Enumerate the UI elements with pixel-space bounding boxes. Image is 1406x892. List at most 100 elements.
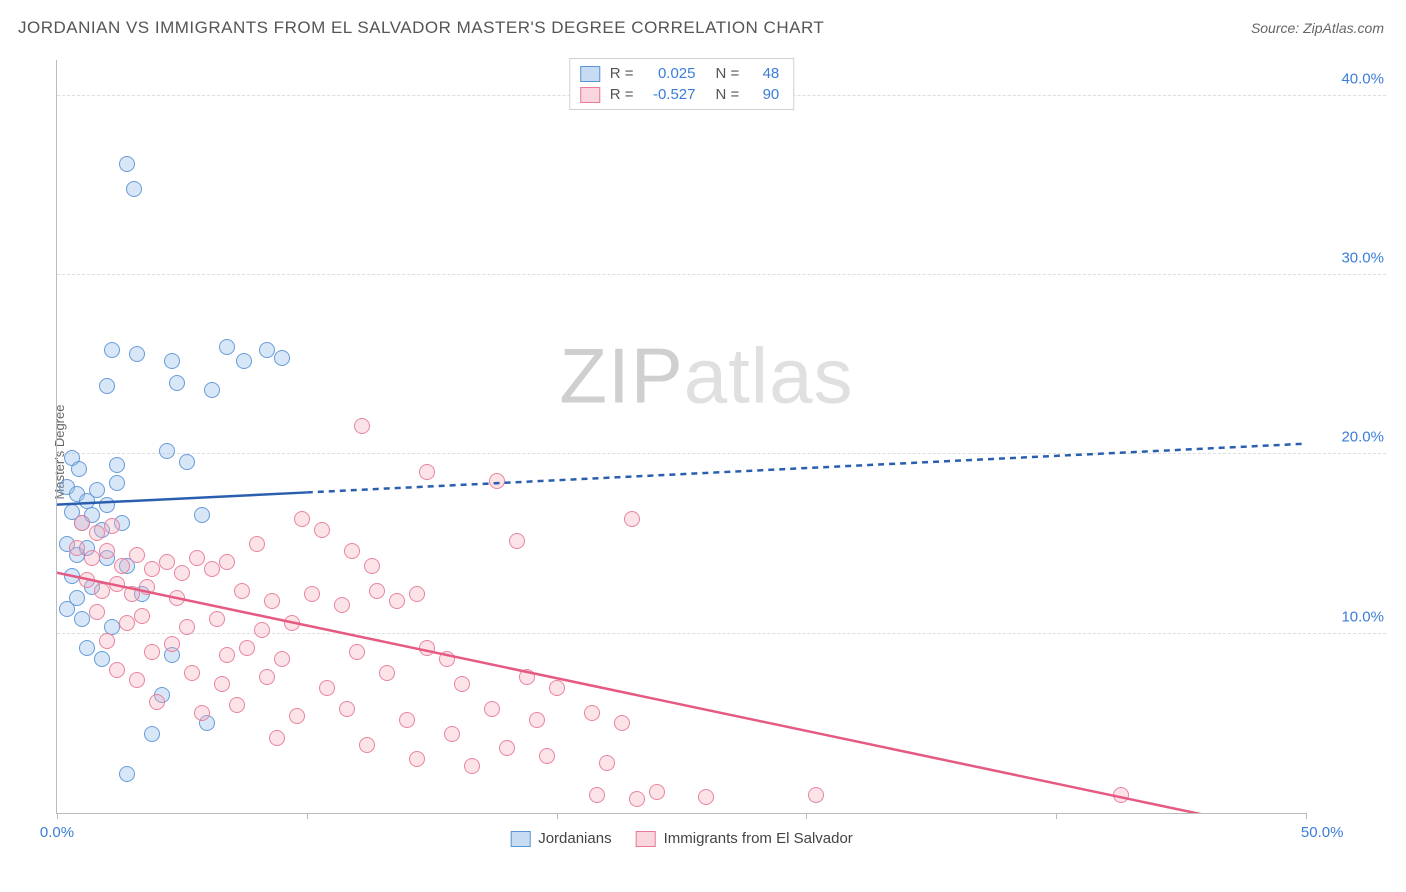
scatter-point-el_salvador xyxy=(519,669,535,685)
legend-item-jordanians: Jordanians xyxy=(510,830,611,847)
scatter-point-el_salvador xyxy=(204,561,220,577)
scatter-point-jordanians xyxy=(99,378,115,394)
scatter-point-jordanians xyxy=(69,590,85,606)
x-tick xyxy=(57,813,58,819)
scatter-point-jordanians xyxy=(126,181,142,197)
y-tick-label: 10.0% xyxy=(1341,608,1384,625)
scatter-point-el_salvador xyxy=(169,590,185,606)
scatter-point-el_salvador xyxy=(209,611,225,627)
scatter-point-el_salvador xyxy=(464,758,480,774)
source-attribution: Source: ZipAtlas.com xyxy=(1251,20,1384,36)
scatter-point-jordanians xyxy=(164,353,180,369)
scatter-point-el_salvador xyxy=(84,550,100,566)
scatter-point-jordanians xyxy=(74,611,90,627)
legend-swatch xyxy=(510,831,530,847)
scatter-point-el_salvador xyxy=(314,522,330,538)
scatter-point-el_salvador xyxy=(614,715,630,731)
legend-swatch xyxy=(636,831,656,847)
scatter-point-el_salvador xyxy=(344,543,360,559)
x-tick xyxy=(806,813,807,819)
scatter-point-el_salvador xyxy=(294,511,310,527)
scatter-point-el_salvador xyxy=(509,533,525,549)
scatter-point-el_salvador xyxy=(114,558,130,574)
legend-stats-row-el_salvador: R = -0.527 N = 90 xyxy=(580,84,780,105)
scatter-point-el_salvador xyxy=(104,518,120,534)
scatter-point-el_salvador xyxy=(624,511,640,527)
scatter-point-jordanians xyxy=(179,454,195,470)
scatter-point-el_salvador xyxy=(409,586,425,602)
scatter-point-el_salvador xyxy=(419,640,435,656)
x-tick xyxy=(1306,813,1307,819)
scatter-point-el_salvador xyxy=(159,554,175,570)
y-tick-label: 40.0% xyxy=(1341,70,1384,87)
x-tick xyxy=(557,813,558,819)
scatter-point-el_salvador xyxy=(584,705,600,721)
scatter-point-el_salvador xyxy=(219,554,235,570)
scatter-point-jordanians xyxy=(159,443,175,459)
scatter-point-el_salvador xyxy=(144,561,160,577)
legend-swatch xyxy=(580,66,600,82)
scatter-point-jordanians xyxy=(71,461,87,477)
scatter-point-el_salvador xyxy=(74,515,90,531)
scatter-point-el_salvador xyxy=(1113,787,1129,803)
legend-stats: R = 0.025 N = 48 R = -0.527 N = 90 xyxy=(569,58,795,110)
legend-item-el_salvador: Immigrants from El Salvador xyxy=(636,830,853,847)
x-tick xyxy=(1056,813,1057,819)
scatter-point-el_salvador xyxy=(179,619,195,635)
legend-r-value: 0.025 xyxy=(644,65,696,82)
legend-label: Immigrants from El Salvador xyxy=(664,830,853,847)
legend-stats-row-jordanians: R = 0.025 N = 48 xyxy=(580,63,780,84)
scatter-point-el_salvador xyxy=(389,593,405,609)
scatter-point-el_salvador xyxy=(79,572,95,588)
chart-title: JORDANIAN VS IMMIGRANTS FROM EL SALVADOR… xyxy=(18,18,824,38)
watermark-bold: ZIP xyxy=(559,332,683,420)
scatter-point-el_salvador xyxy=(419,464,435,480)
scatter-point-el_salvador xyxy=(629,791,645,807)
scatter-point-el_salvador xyxy=(379,665,395,681)
scatter-point-jordanians xyxy=(109,475,125,491)
legend-label: Jordanians xyxy=(538,830,611,847)
scatter-point-el_salvador xyxy=(409,751,425,767)
scatter-point-el_salvador xyxy=(229,697,245,713)
gridline-h xyxy=(57,274,1386,275)
scatter-point-el_salvador xyxy=(149,694,165,710)
title-bar: JORDANIAN VS IMMIGRANTS FROM EL SALVADOR… xyxy=(0,0,1406,46)
scatter-point-el_salvador xyxy=(649,784,665,800)
scatter-point-el_salvador xyxy=(698,789,714,805)
scatter-point-el_salvador xyxy=(439,651,455,667)
scatter-point-el_salvador xyxy=(164,636,180,652)
scatter-point-el_salvador xyxy=(284,615,300,631)
scatter-point-jordanians xyxy=(259,342,275,358)
scatter-point-el_salvador xyxy=(808,787,824,803)
scatter-point-el_salvador xyxy=(364,558,380,574)
y-tick-label: 20.0% xyxy=(1341,429,1384,446)
scatter-point-el_salvador xyxy=(219,647,235,663)
legend-r-key: R = xyxy=(610,86,634,103)
scatter-point-el_salvador xyxy=(174,565,190,581)
legend-n-key: N = xyxy=(716,86,740,103)
scatter-point-el_salvador xyxy=(339,701,355,717)
scatter-point-el_salvador xyxy=(109,576,125,592)
scatter-point-jordanians xyxy=(99,497,115,513)
scatter-point-jordanians xyxy=(104,342,120,358)
scatter-point-el_salvador xyxy=(99,543,115,559)
scatter-point-el_salvador xyxy=(109,662,125,678)
scatter-point-el_salvador xyxy=(144,644,160,660)
scatter-point-el_salvador xyxy=(89,604,105,620)
watermark: ZIPatlas xyxy=(559,331,853,422)
legend-r-value: -0.527 xyxy=(644,86,696,103)
scatter-point-el_salvador xyxy=(184,665,200,681)
scatter-point-el_salvador xyxy=(259,669,275,685)
scatter-point-el_salvador xyxy=(274,651,290,667)
scatter-point-el_salvador xyxy=(354,418,370,434)
scatter-point-el_salvador xyxy=(249,536,265,552)
scatter-point-el_salvador xyxy=(119,615,135,631)
scatter-point-el_salvador xyxy=(189,550,205,566)
scatter-point-el_salvador xyxy=(399,712,415,728)
scatter-point-el_salvador xyxy=(539,748,555,764)
legend-r-key: R = xyxy=(610,65,634,82)
scatter-point-el_salvador xyxy=(214,676,230,692)
scatter-point-jordanians xyxy=(274,350,290,366)
scatter-point-el_salvador xyxy=(599,755,615,771)
scatter-point-el_salvador xyxy=(304,586,320,602)
